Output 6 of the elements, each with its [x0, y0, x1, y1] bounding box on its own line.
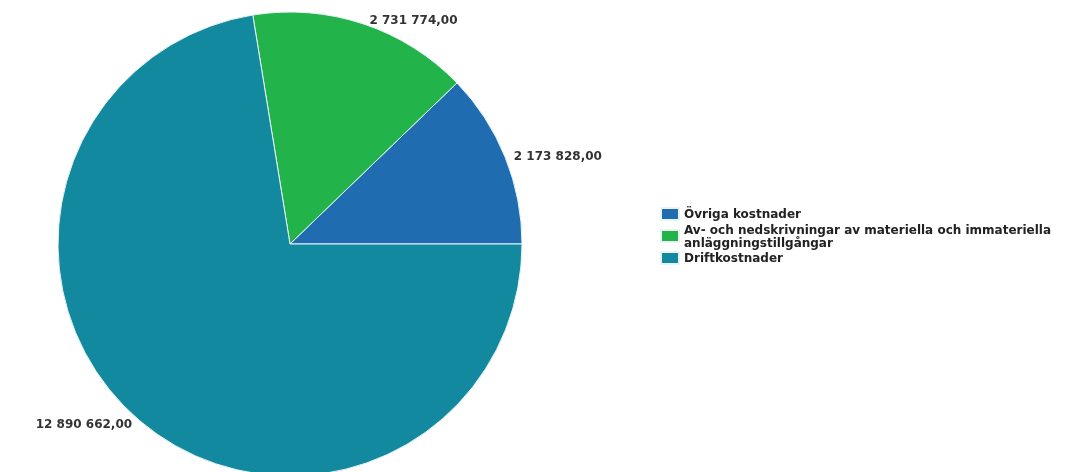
legend-label: Övriga kostnader — [684, 206, 802, 221]
data-label: 2 173 828,00 — [513, 148, 602, 163]
legend-label: Driftkostnader — [684, 251, 784, 265]
legend-label: Av- och nedskrivningar av materiella och immateriella anläggningstillgångar — [684, 222, 1056, 250]
data-label: 12 890 662,00 — [35, 416, 133, 431]
data-label: 2 731 774,00 — [369, 13, 458, 28]
